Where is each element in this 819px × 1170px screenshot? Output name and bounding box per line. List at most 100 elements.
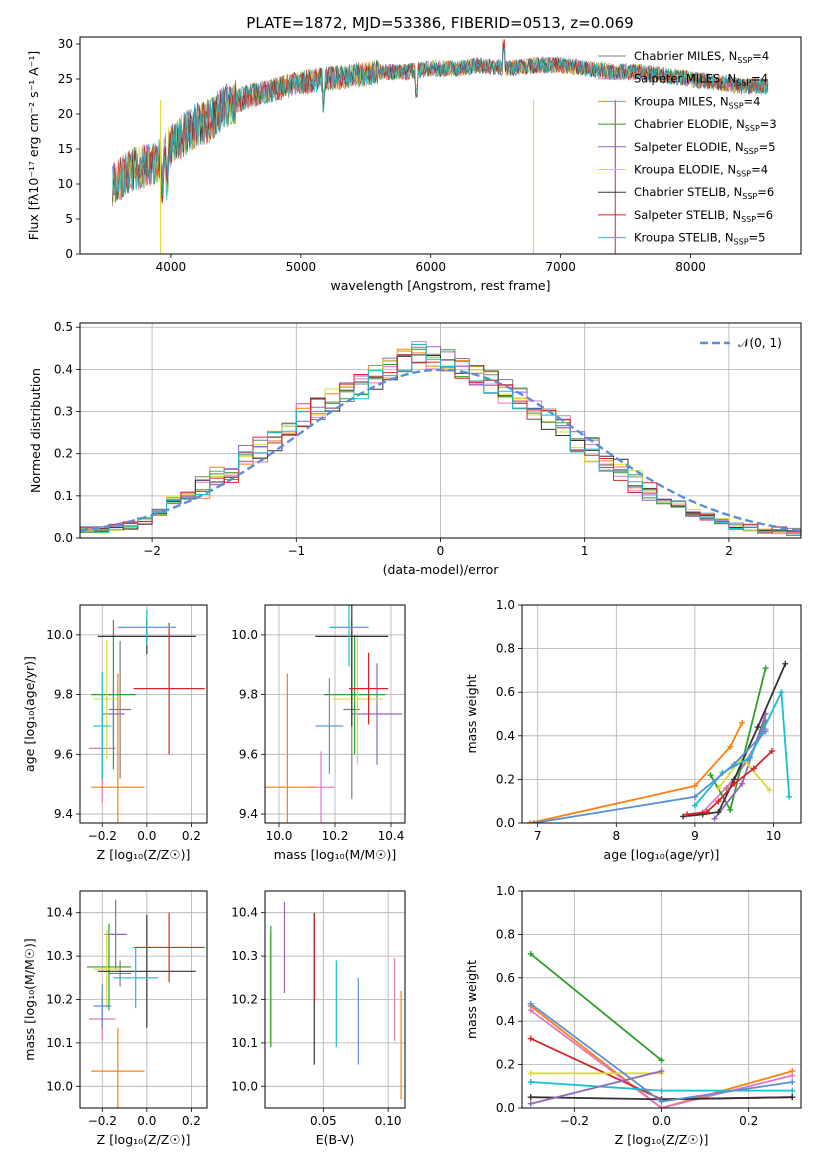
mass-weight-line [530, 1070, 662, 1105]
axes-frame [264, 604, 406, 824]
plot-area [80, 891, 207, 1108]
plus-marker [680, 813, 687, 820]
y-tick-label: 0.6 [496, 685, 515, 699]
x-tick-label: 0.2 [739, 1114, 758, 1128]
y-tick-label: 9.6 [54, 747, 73, 761]
x-axis-label: Z [log₁₀(Z/Z☉)] [615, 1132, 709, 1147]
plus-marker [782, 660, 789, 667]
legend-sub: SSP [736, 170, 751, 179]
axes-frame [79, 36, 802, 255]
plus-marker [789, 1094, 796, 1101]
plot-area [80, 605, 207, 823]
legend-sub: SSP [736, 79, 751, 88]
plus-marker [727, 743, 734, 750]
x-tick-label: −0.2 [560, 1114, 589, 1128]
y-axis-label: mass [log₁₀(M/M☉)] [22, 938, 37, 1060]
plus-marker [691, 782, 698, 789]
x-tick-label: −2 [143, 544, 161, 558]
y-tick-label: 10.1 [46, 1036, 73, 1050]
legend-sub: SSP [744, 147, 759, 156]
plus-marker [527, 1000, 534, 1007]
panel-8: −0.2 0.0 0.2 0.0 0.2 0.4 0.6 0.8 1.0 Z [log₁₀(Z/Z… [464, 884, 802, 1147]
plus-marker [715, 809, 722, 816]
plus-marker [658, 1098, 665, 1105]
y-tick-label: 0.4 [496, 729, 515, 743]
x-tick-label: 1 [581, 544, 589, 558]
x-axis-label: mass [log₁₀(M/M☉)] [274, 847, 396, 862]
y-tick-label: 15 [58, 142, 73, 156]
y-tick-label: 0.2 [496, 772, 515, 786]
plot-area [265, 605, 405, 823]
x-axis-label: age [log₁₀(age/yr)] [604, 847, 720, 862]
x-axis-label: Z [log₁₀(Z/Z☉)] [97, 847, 191, 862]
legend-sub: SSP [734, 238, 749, 247]
mass-weight-line [530, 1009, 793, 1108]
plot-area [112, 38, 769, 254]
x-axis-label: (data-model)/error [383, 562, 500, 577]
y-tick-label: 0.8 [496, 927, 515, 941]
plus-marker [768, 748, 775, 755]
y-tick-label: 10 [58, 177, 73, 191]
x-axis-label: wavelength [Angstrom, rest frame] [330, 278, 550, 293]
plus-marker [527, 1035, 534, 1042]
plus-marker [762, 665, 769, 672]
y-tick-label: 10.3 [46, 949, 73, 963]
plus-marker [527, 1007, 534, 1014]
y-tick-label: 20 [58, 107, 73, 121]
y-tick-label: 10.1 [231, 1036, 258, 1050]
plus-marker [711, 815, 718, 822]
y-axis-label: mass weight [464, 960, 479, 1039]
panel-5: 7 8 9 10 0.0 0.2 0.4 0.6 0.8 1.0 age [log₁₀(age/yr… [464, 598, 802, 862]
y-tick-label: 0.4 [54, 362, 73, 376]
y-tick-label: 10.2 [231, 993, 258, 1007]
plus-marker [715, 785, 722, 792]
histogram-steps [80, 354, 801, 532]
legend-name: Chabrier MILES, N [634, 49, 737, 63]
plus-marker [715, 798, 722, 805]
x-tick-label: −1 [287, 544, 305, 558]
y-tick-label: 10.0 [231, 628, 258, 642]
plus-marker [739, 780, 746, 787]
x-axis-label: E(B-V) [316, 1132, 355, 1147]
legend-count: =6 [757, 185, 774, 199]
legend-sub: SSP [742, 192, 757, 201]
legend-label: 𝒩(0, 1) [738, 336, 782, 350]
plus-marker [527, 1070, 534, 1077]
x-tick-label: 0 [437, 544, 445, 558]
plus-marker [731, 780, 738, 787]
y-tick-label: 0.0 [496, 816, 515, 830]
y-tick-label: 25 [58, 72, 73, 86]
y-tick-label: 10.0 [46, 1079, 73, 1093]
legend-label: Chabrier MILES, NSSP=4 [634, 49, 769, 65]
plus-marker [746, 754, 753, 761]
mass-weight-line [530, 1005, 793, 1108]
x-tick-label: 10 [766, 829, 781, 843]
y-tick-label: 0.0 [54, 531, 73, 545]
histogram-steps [80, 344, 801, 535]
plus-marker [789, 1072, 796, 1079]
plot-area [265, 891, 405, 1108]
legend-label: Kroupa MILES, NSSP=4 [634, 94, 760, 110]
y-tick-label: 0.5 [54, 320, 73, 334]
plus-marker [658, 1105, 665, 1108]
x-tick-label: 0.0 [137, 829, 156, 843]
x-tick-label: 6000 [415, 260, 446, 274]
axes-frame [521, 604, 802, 824]
plus-marker [703, 809, 710, 816]
legend-count: =5 [759, 140, 776, 154]
y-tick-label: 10.4 [231, 906, 258, 920]
plus-marker [727, 806, 734, 813]
legend-name: Salpeter MILES, N [634, 72, 736, 86]
figure-title: PLATE=1872, MJD=53386, FIBERID=0513, z=0… [246, 14, 633, 32]
y-tick-label: 0.3 [54, 405, 73, 419]
plus-marker [750, 765, 757, 772]
legend-name: Kroupa MILES, N [634, 94, 729, 108]
plus-marker [527, 1100, 534, 1107]
legend-count: =4 [752, 49, 769, 63]
plus-marker [527, 950, 534, 957]
x-tick-label: 0.0 [137, 1114, 156, 1128]
x-tick-label: 7 [534, 829, 542, 843]
legend-count: =3 [760, 117, 777, 131]
plot-area [522, 605, 801, 823]
legend-name: Salpeter ELODIE, N [634, 140, 744, 154]
